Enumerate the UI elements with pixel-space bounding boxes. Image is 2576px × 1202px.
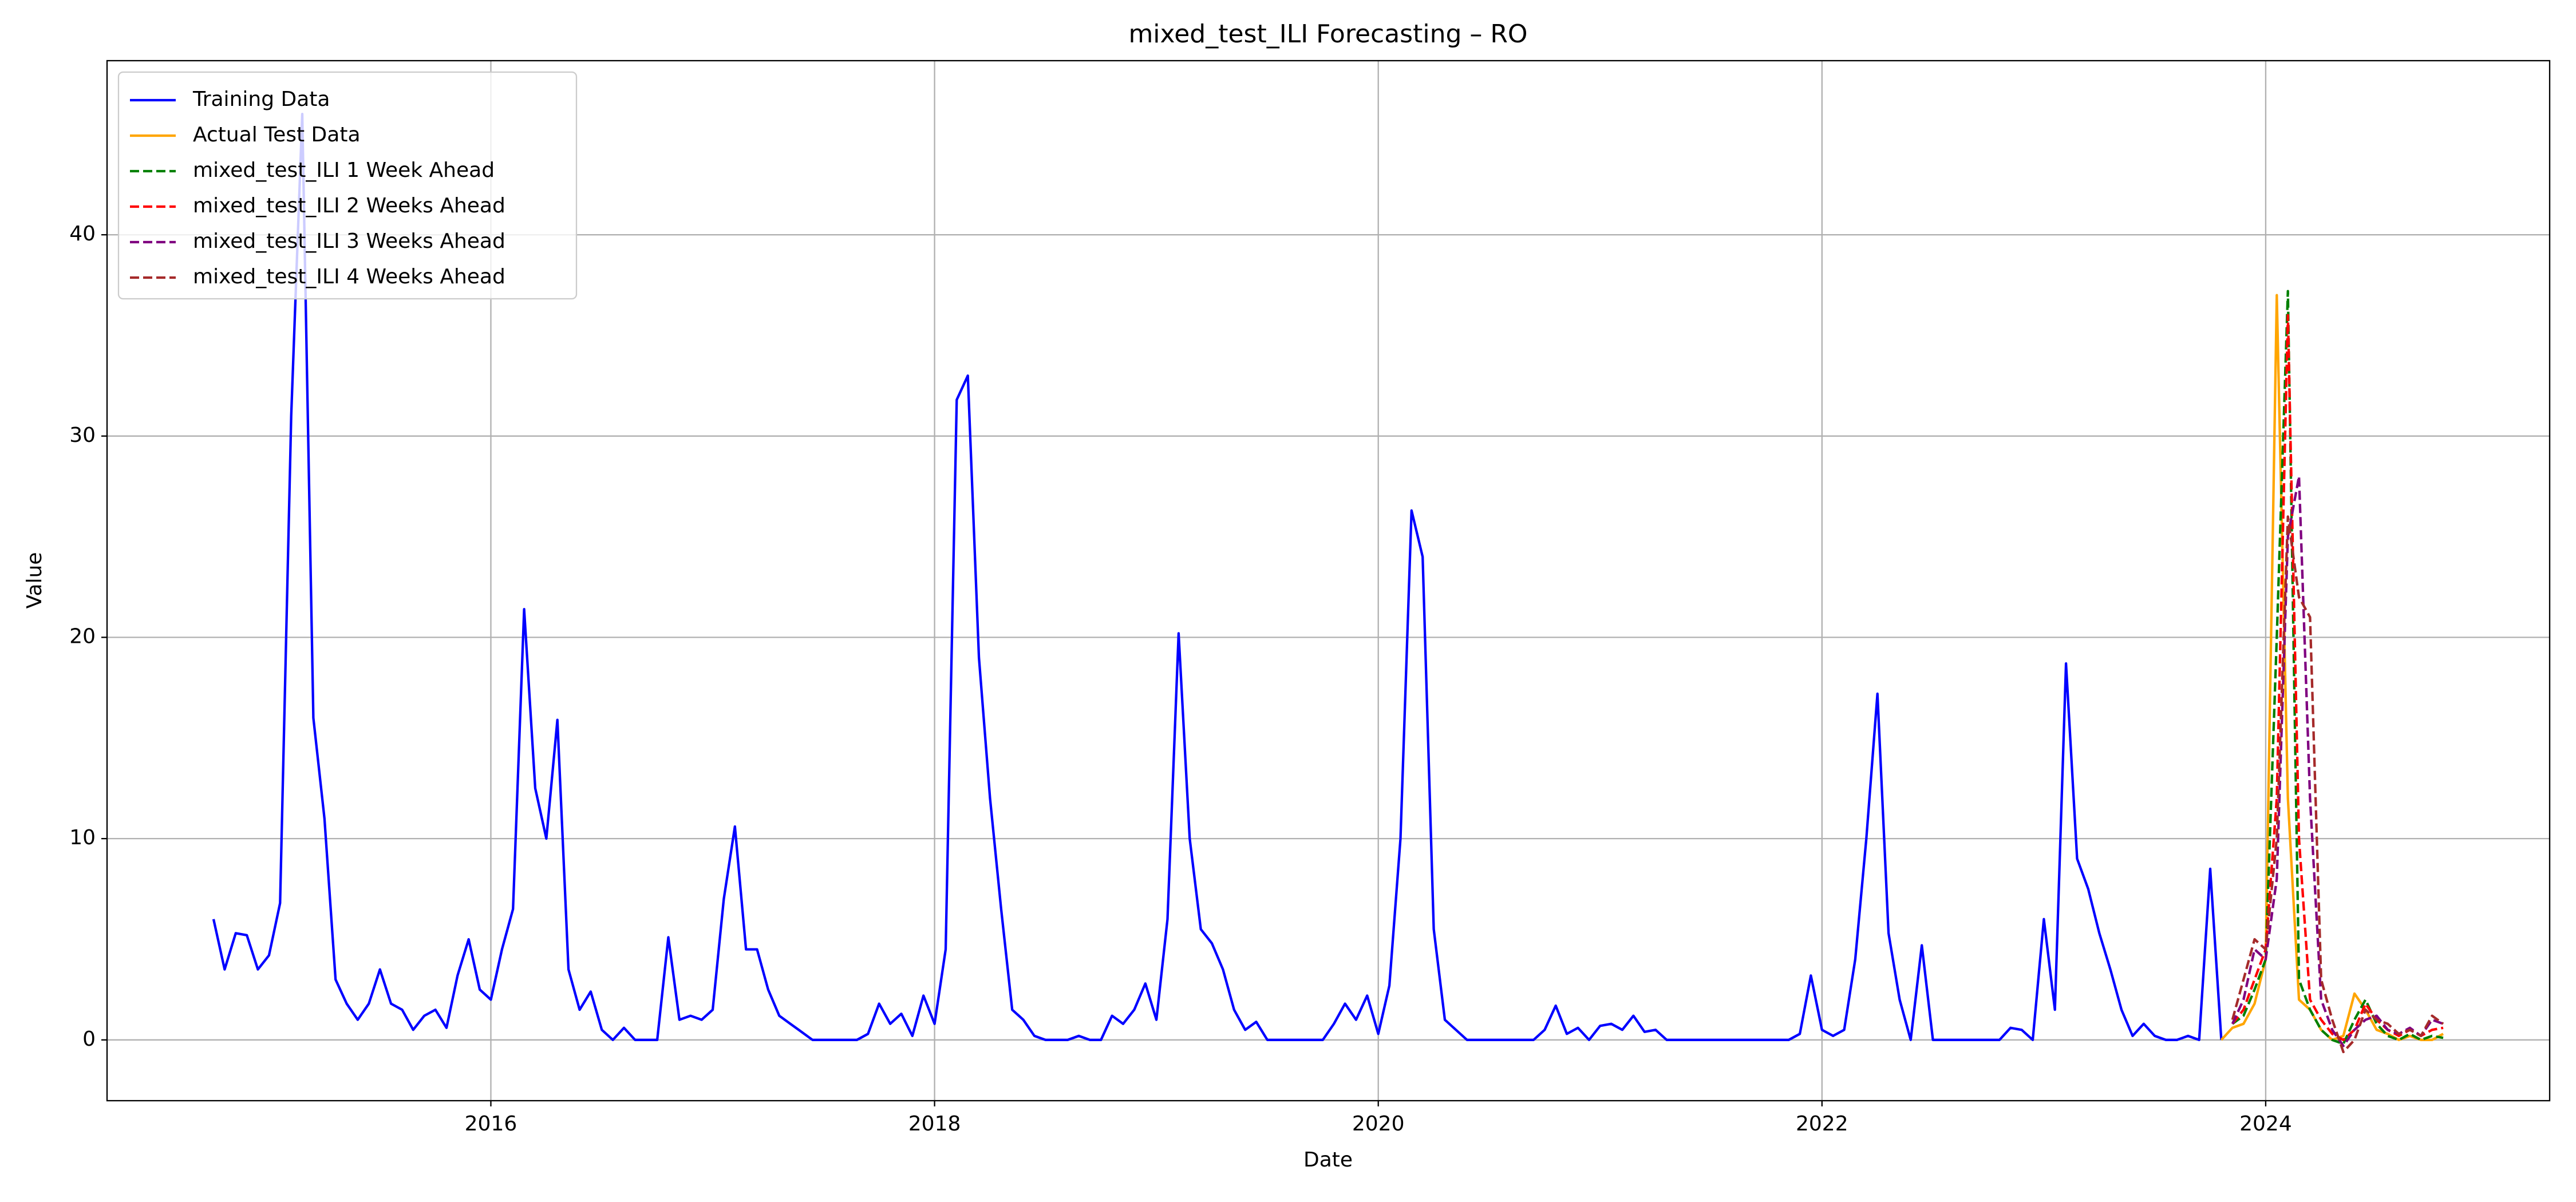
y-tick-label: 30 xyxy=(69,424,96,447)
legend-box xyxy=(117,71,578,300)
x-tick-label: 2016 xyxy=(465,1112,517,1136)
x-axis-label: Date xyxy=(1303,1148,1353,1172)
y-tick-label: 20 xyxy=(69,624,96,648)
legend-label: Actual Test Data xyxy=(193,123,361,147)
legend-label: Training Data xyxy=(192,88,330,111)
x-tick-label: 2024 xyxy=(2239,1112,2292,1136)
legend: Training Data Actual Test Data mixed_test_… xyxy=(117,71,578,300)
x-tick-label: 2018 xyxy=(908,1112,961,1136)
series-line xyxy=(212,113,2223,1041)
chart-title: mixed_test_ILI Forecasting – RO xyxy=(1128,19,1527,49)
series-line xyxy=(2231,475,2444,1047)
series-line xyxy=(2231,290,2444,1045)
y-axis-label: Value xyxy=(23,552,46,609)
legend-label: mixed_test_ILI 1 Week Ahead xyxy=(193,159,495,182)
x-tick-label: 2020 xyxy=(1352,1112,1405,1136)
plot-frame xyxy=(106,60,2551,1102)
y-tick-label: 0 xyxy=(82,1027,96,1051)
legend-label: mixed_test_ILI 4 Weeks Ahead xyxy=(193,265,505,288)
legend-label: mixed_test_ILI 3 Weeks Ahead xyxy=(193,230,505,253)
legend-label: mixed_test_ILI 2 Weeks Ahead xyxy=(193,194,505,218)
x-tick-label: 2022 xyxy=(1796,1112,1848,1136)
series-line xyxy=(2231,515,2444,1054)
y-tick-label: 40 xyxy=(69,222,96,246)
y-tick-label: 10 xyxy=(69,826,96,849)
